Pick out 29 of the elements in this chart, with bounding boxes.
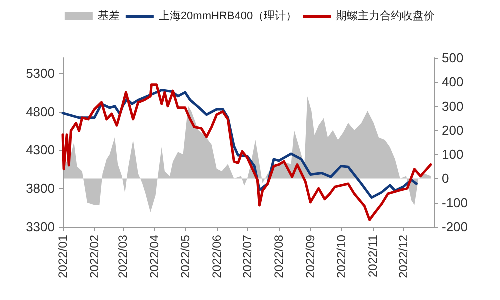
y2-tick-label: -100 bbox=[442, 195, 468, 210]
y2-tick-label: 300 bbox=[442, 98, 464, 114]
y2-tick-label: 0 bbox=[442, 171, 450, 186]
x-tick-label: 2022/03 bbox=[116, 234, 130, 278]
y2-tick-label: 100 bbox=[442, 147, 464, 162]
legend-label: 基差 bbox=[98, 10, 120, 22]
x-tick-label: 2022/01 bbox=[56, 234, 70, 278]
x-tick-label: 2022/12 bbox=[396, 234, 410, 278]
x-tick-label: 2022/09 bbox=[304, 234, 318, 278]
y-tick-label: 5300 bbox=[26, 66, 55, 81]
x-tick-label: 2022/05 bbox=[178, 234, 192, 278]
y2-tick-label: 200 bbox=[442, 122, 464, 138]
y2-tick-label: 500 bbox=[442, 50, 464, 66]
x-tick-label: 2022/11 bbox=[366, 234, 380, 278]
x-tick-label: 2022/04 bbox=[148, 234, 162, 278]
legend-label: 上海20mmHRB400（理计） bbox=[158, 10, 298, 22]
x-tick-label: 2022/08 bbox=[272, 234, 286, 278]
y-tick-label: 3800 bbox=[26, 181, 55, 196]
y-tick-label: 3300 bbox=[26, 220, 55, 234]
x-tick-label: 2022/10 bbox=[334, 234, 348, 278]
x-tick-label: 2022/06 bbox=[210, 234, 224, 278]
y2-tick-label: -200 bbox=[442, 220, 468, 234]
x-tick-label: 2022/02 bbox=[88, 234, 102, 278]
x-tick-label: 2022/07 bbox=[240, 234, 254, 278]
y-tick-label: 4800 bbox=[26, 104, 55, 120]
line-series bbox=[62, 84, 432, 222]
legend-label: 期螺主力合约收盘价 bbox=[336, 10, 436, 22]
y2-tick-label: 400 bbox=[442, 74, 464, 90]
y-tick-label: 4300 bbox=[26, 142, 55, 158]
